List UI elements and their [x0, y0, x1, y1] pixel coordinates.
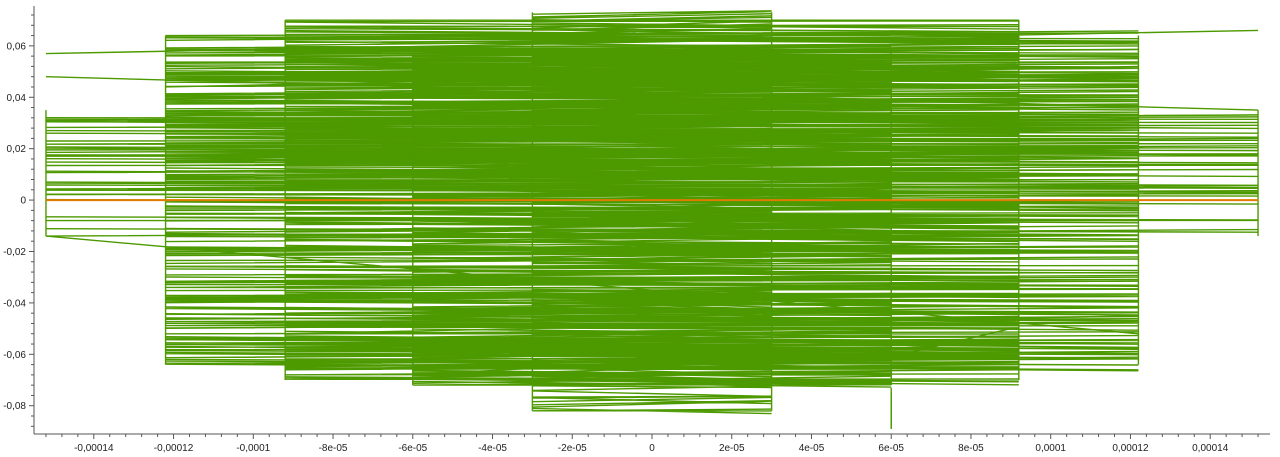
x-tick-label: 4e-05 [799, 443, 825, 454]
series-line-segment [45, 75, 1259, 111]
x-tick-label: -4e-05 [478, 443, 507, 454]
plot-area [45, 10, 1259, 429]
x-tick-label: 0 [649, 443, 655, 454]
x-tick-label: 2e-05 [719, 443, 745, 454]
x-tick-label: 6e-05 [878, 443, 904, 454]
y-tick-label: 0 [20, 196, 26, 207]
series-line-segment [532, 88, 772, 93]
x-tick-label: -0,0001 [236, 443, 270, 454]
x-axis: -0,00014 -0,00012 -0,0001 -8e-05 -6e-05 -4e-0… [34, 433, 1270, 454]
series-line-segment [165, 32, 1139, 37]
x-tick-label: 0,0001 [1035, 443, 1066, 454]
x-tick-label: 0,00012 [1112, 443, 1149, 454]
x-tick-label: 0,00014 [1192, 443, 1229, 454]
series-line-segment [285, 315, 1139, 335]
series-line-segment [412, 73, 892, 78]
y-tick-label: 0,02 [7, 144, 27, 155]
series-line-segment [45, 29, 1259, 55]
series-line-segment [532, 81, 772, 86]
series-line-segment [891, 327, 1011, 358]
y-tick-label: 0,06 [7, 41, 27, 52]
y-tick-label: -0,08 [3, 401, 26, 412]
series-line-segment [45, 235, 1139, 335]
data-band-segment [412, 45, 892, 388]
x-tick-label: 8e-05 [958, 443, 984, 454]
series-line-segment [165, 358, 892, 363]
series-line-segment [165, 65, 1139, 88]
series-line-segment [412, 57, 892, 70]
y-tick-label: -0,02 [3, 247, 26, 258]
series-line-segment [285, 52, 1019, 57]
x-tick-label: -8e-05 [319, 443, 348, 454]
x-tick-label: -0,00012 [154, 443, 194, 454]
data-band-strokes [532, 10, 772, 415]
y-axis: 0,06 0,04 0,02 0 -0,02 -0,04 -0,06 -0,08 [3, 6, 35, 434]
data-band-segment [531, 10, 773, 415]
x-tick-label: -2e-05 [558, 443, 587, 454]
x-tick-label: -0,00014 [74, 443, 114, 454]
y-tick-label: -0,04 [3, 298, 26, 309]
x-tick-label: -6e-05 [398, 443, 427, 454]
y-tick-label: -0,06 [3, 350, 26, 361]
series-line-segment [412, 340, 1019, 376]
y-tick-label: 0,04 [7, 93, 27, 104]
